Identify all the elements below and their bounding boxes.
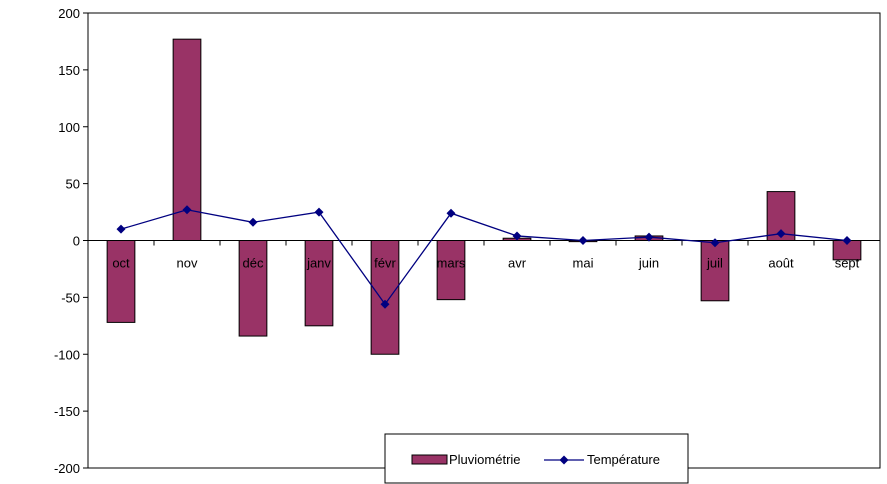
x-tick-label: août (768, 256, 794, 271)
x-tick-label: avr (508, 256, 527, 271)
legend-label-temperature: Température (587, 452, 660, 467)
temperature-line (120, 209, 848, 306)
bar-oct (106, 240, 136, 323)
x-tick-label: févr (374, 256, 396, 271)
bar-janv (304, 240, 334, 327)
x-tick-label: sept (835, 256, 860, 271)
x-tick-label: mars (437, 256, 466, 271)
temperature-point-oct (116, 224, 126, 234)
temperature-point-juil (710, 238, 720, 248)
line-series-temperature (116, 205, 852, 309)
bar-déc (238, 240, 268, 337)
y-tick-label: -100 (54, 347, 80, 362)
temperature-point-mars (446, 208, 456, 218)
bar-juil (700, 240, 730, 302)
temperature-point-mai (578, 236, 588, 245)
x-axis-labels: oct nov déc janv févr mars avr mai juin juil août s… (112, 256, 859, 271)
y-tick-label: -150 (54, 404, 80, 419)
temperature-point-juin (644, 232, 654, 242)
x-tick-label: oct (112, 256, 130, 271)
temperature-point-janv (314, 207, 324, 217)
bar-févr (370, 240, 400, 355)
y-tick-label: 100 (58, 120, 80, 135)
legend-swatch-pluviometrie (411, 454, 448, 465)
x-axis (87, 240, 881, 246)
temperature-point-nov (182, 205, 192, 215)
x-tick-label: déc (243, 256, 264, 271)
temperature-point-sept (842, 236, 852, 245)
x-tick-label: nov (177, 256, 198, 271)
y-tick-label: -50 (61, 290, 80, 305)
legend-label-pluviometrie: Pluviométrie (449, 452, 521, 467)
temperature-point-août (776, 229, 786, 239)
x-tick-label: mai (573, 256, 594, 271)
temperature-point-déc (248, 217, 258, 227)
y-tick-label: 0 (73, 234, 80, 249)
y-tick-label: 150 (58, 63, 80, 78)
temperature-point-avr (512, 231, 522, 241)
x-tick-label: juin (638, 256, 659, 271)
x-tick-label: juil (706, 256, 723, 271)
y-axis: 200 150 100 50 0 -50 -100 -150 -200 (54, 6, 88, 476)
y-tick-label: -200 (54, 461, 80, 476)
legend-marker-temperature (559, 455, 569, 465)
y-tick-label: 50 (66, 177, 80, 192)
x-tick-label: janv (306, 256, 331, 271)
temperature-point-févr (380, 299, 390, 309)
legend: Pluviométrie Température (384, 433, 689, 484)
y-tick-label: 200 (58, 6, 80, 21)
